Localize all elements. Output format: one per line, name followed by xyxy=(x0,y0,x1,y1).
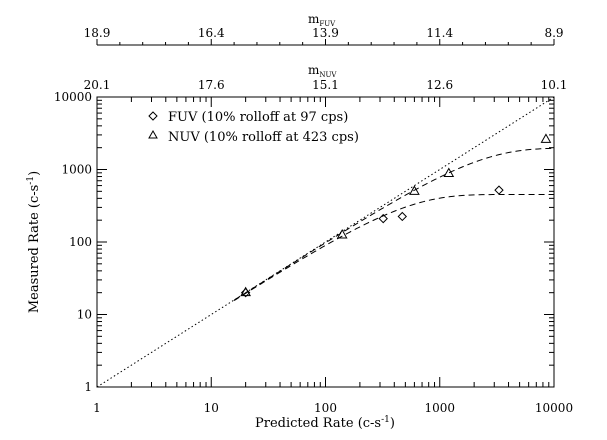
x-tick-label: 1000 xyxy=(424,401,455,415)
top-tick-labels: 20.1 18.9 17.6 16.4 15.1 13.9 12.6 11.4 10.1 8.9 xyxy=(84,26,568,92)
x-axis-title: Predicted Rate (c-s-1) xyxy=(255,415,395,431)
minor-ticks xyxy=(97,42,554,387)
y-tick-label: 1 xyxy=(84,380,92,394)
legend-fuv-diamond-icon xyxy=(148,111,158,121)
legend-nuv-label: NUV (10% rolloff at 423 cps) xyxy=(168,130,359,145)
top-axis-nuv-title: mNUV xyxy=(308,63,337,79)
model-curve-fuv xyxy=(233,194,554,301)
top-fuv-tick-label: 16.4 xyxy=(198,26,225,40)
top-nuv-tick-label: 15.1 xyxy=(312,78,339,92)
nuv-data-point xyxy=(443,167,455,178)
x-tick-label: 10 xyxy=(204,401,219,415)
nuv-data-point xyxy=(540,133,552,143)
fuv-data-point xyxy=(494,185,504,195)
x-tick-labels: 1 10 100 1000 10000 xyxy=(93,401,573,415)
y-axis-title: Measured Rate (c-s-1) xyxy=(26,171,42,313)
markers xyxy=(240,133,552,298)
top-fuv-tick-label: 8.9 xyxy=(544,26,563,40)
y-tick-label: 100 xyxy=(69,235,92,249)
top-nuv-tick-label: 17.6 xyxy=(198,78,225,92)
curves xyxy=(96,96,555,388)
y-tick-labels: 1 10 100 1000 10000 xyxy=(54,90,92,394)
nuv-data-point xyxy=(409,185,420,195)
model-curve-nuv xyxy=(233,147,555,301)
y-tick-label: 1000 xyxy=(61,163,92,177)
nuv-data-point xyxy=(240,286,251,297)
legend-fuv-label: FUV (10% rolloff at 97 cps) xyxy=(168,110,348,125)
fuv-data-point xyxy=(397,211,407,222)
top-nuv-tick-label: 10.1 xyxy=(541,78,568,92)
nuv-data-point xyxy=(336,228,348,239)
y-tick-label: 10000 xyxy=(54,90,92,104)
x-tick-label: 10000 xyxy=(535,401,573,415)
top-nuv-tick-label: 12.6 xyxy=(426,78,453,92)
x-tick-label: 1 xyxy=(93,401,101,415)
top-fuv-tick-label: 18.9 xyxy=(84,26,111,40)
fuv-data-point xyxy=(240,287,251,298)
legend: FUV (10% rolloff at 97 cps) NUV (10% rol… xyxy=(148,110,359,145)
x-tick-label: 100 xyxy=(314,401,337,415)
top-nuv-tick-label: 20.1 xyxy=(84,78,111,92)
y-tick-label: 10 xyxy=(77,308,92,322)
major-ticks xyxy=(96,39,555,388)
top-axis-fuv-title: mFUV xyxy=(308,12,336,28)
fuv-data-point xyxy=(378,213,388,224)
legend-nuv-triangle-icon xyxy=(148,129,158,139)
top-fuv-tick-label: 13.9 xyxy=(312,26,339,40)
top-fuv-tick-label: 11.4 xyxy=(426,26,453,40)
